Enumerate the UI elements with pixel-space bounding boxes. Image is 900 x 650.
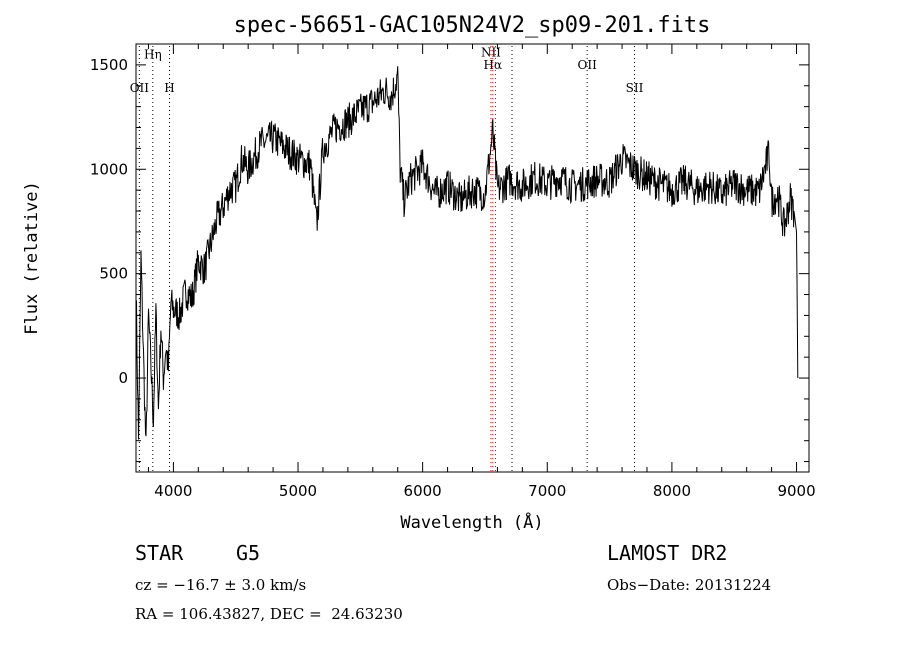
emission-label-6: OII bbox=[577, 58, 597, 72]
x-tick-label-7000: 7000 bbox=[528, 482, 566, 500]
x-tick-label-4000: 4000 bbox=[154, 482, 192, 500]
x-tick-label-8000: 8000 bbox=[653, 482, 691, 500]
y-tick-label-500: 500 bbox=[99, 265, 128, 283]
x-axis: 4000 5000 6000 7000 8000 9000 bbox=[147, 44, 816, 500]
y-tick-label-1500: 1500 bbox=[90, 56, 128, 74]
x-tick-label-5000: 5000 bbox=[279, 482, 317, 500]
spectrum-line bbox=[135, 66, 799, 440]
object-subclass: G5 bbox=[236, 541, 261, 565]
plot-frame bbox=[135, 43, 810, 473]
spectrum-series bbox=[135, 66, 799, 440]
y-axis-label: Flux (relative) bbox=[22, 181, 42, 335]
coordinates: RA = 106.43827, DEC = 24.63230 bbox=[135, 605, 403, 623]
chart-title: spec-56651-GAC105N24V2_sp09-201.fits bbox=[234, 13, 711, 38]
emission-label-3: NII bbox=[481, 46, 501, 60]
emission-label-0: OII bbox=[130, 81, 150, 95]
object-class: STAR bbox=[135, 541, 184, 565]
x-tick-label-9000: 9000 bbox=[777, 482, 815, 500]
y-tick-label-1000: 1000 bbox=[90, 160, 128, 178]
redshift-velocity: cz = −16.7 ± 3.0 km/s bbox=[135, 576, 307, 594]
emission-label-4: Hα bbox=[484, 58, 503, 72]
survey-name: LAMOST DR2 bbox=[607, 541, 728, 565]
emission-label-2: H bbox=[164, 81, 174, 95]
emission-label-8: SII bbox=[626, 81, 644, 95]
x-axis-label: Wavelength (Å) bbox=[400, 511, 543, 533]
y-tick-label-0: 0 bbox=[118, 369, 128, 387]
x-tick-label-6000: 6000 bbox=[404, 482, 442, 500]
observation-date: Obs−Date: 20131224 bbox=[607, 576, 772, 594]
emission-label-1: Hη bbox=[144, 48, 162, 62]
y-axis: 0 500 1000 1500 bbox=[90, 43, 809, 463]
